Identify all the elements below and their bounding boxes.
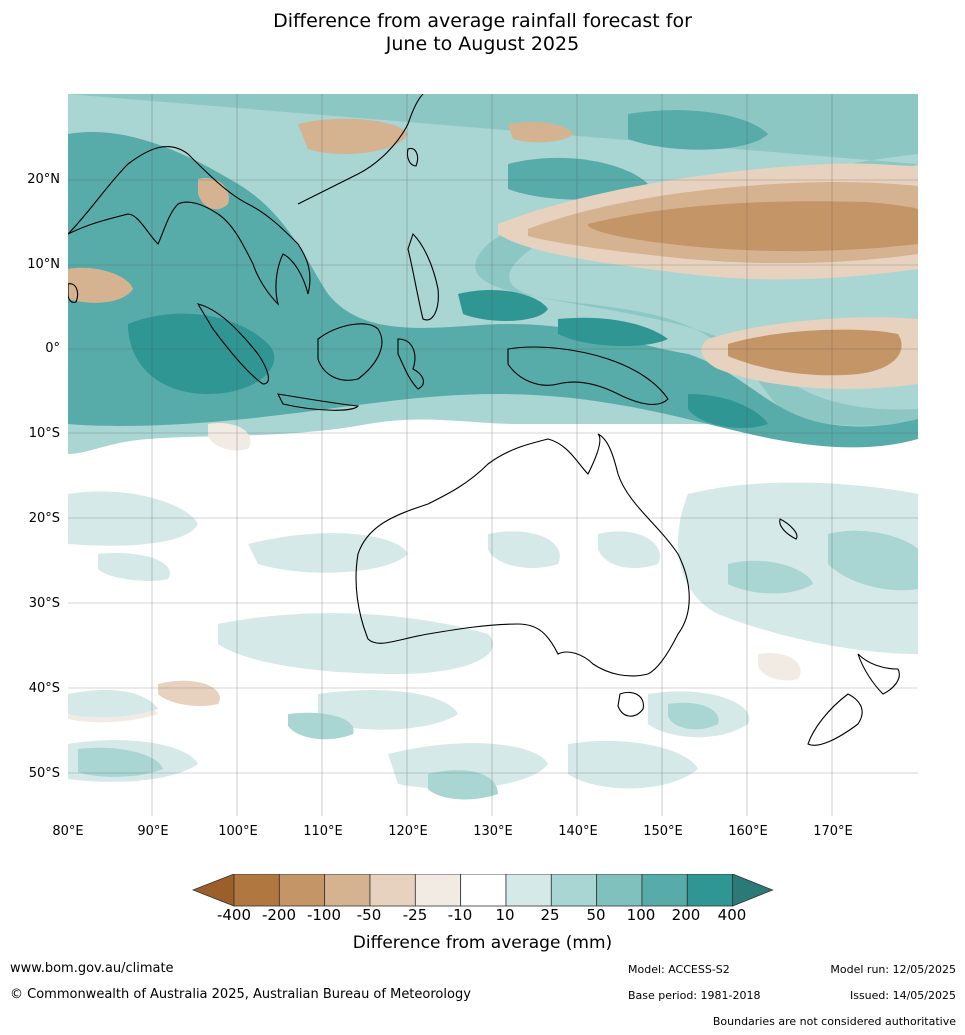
lon-label-170e: 170°E [813,824,853,839]
footer-model-run: Model run: 12/05/2025 [830,963,956,976]
title-line-1: Difference from average rainfall forecas… [273,10,692,32]
lat-label-50s: 50°S [28,766,60,781]
colorbar-tick: -400 [216,906,252,924]
lon-label-90e: 90°E [137,824,169,839]
new-guinea-coastline [507,346,669,405]
colorbar-extend-high [732,874,774,907]
lon-label-150e: 150°E [643,824,683,839]
colorbar-tick: -50 [356,906,382,924]
footer-base-period: Base period: 1981-2018 [628,989,761,1002]
lat-label-30s: 30°S [28,596,60,611]
asia-coastline [68,146,311,306]
lon-label-140e: 140°E [558,824,598,839]
colorbar-segment [596,874,643,907]
china-coastline [297,94,424,205]
lat-label-0: 0° [45,341,60,356]
lat-label-40s: 40°S [28,681,60,696]
java-coastline [277,393,360,411]
footer-url[interactable]: www.bom.gov.au/climate [10,961,174,976]
colorbar-tick: 10 [495,906,515,924]
colorbar-segment [369,874,416,907]
colorbar-tick: 50 [586,906,606,924]
new-zealand-north-coastline [857,653,900,695]
lon-label-80e: 80°E [52,824,84,839]
taiwan-coastline [406,147,419,167]
colorbar-segment [550,874,598,907]
lon-label-130e: 130°E [473,824,513,839]
dry-anomaly-regions [68,118,918,723]
lon-label-120e: 120°E [388,824,428,839]
new-caledonia-coastline [779,518,798,540]
lat-label-10n: 10°N [27,257,60,272]
borneo-coastline [317,323,383,381]
colorbar-tick: -25 [402,906,428,924]
rainfall-map-svg [68,94,918,816]
lon-label-100e: 100°E [218,824,258,839]
colorbar-tick: -200 [261,906,297,924]
sri-lanka-coastline [68,283,79,303]
lat-label-20s: 20°S [28,511,60,526]
philippines-coastline [407,232,439,321]
sulawesi-coastline [397,338,424,390]
lat-label-10s: 10°S [28,426,60,441]
colorbar-segment [686,874,734,907]
colorbar-tick: 100 [626,906,656,924]
colorbar-tick: -10 [447,906,473,924]
colorbar-segment [460,874,507,907]
footer-model: Model: ACCESS-S2 [628,963,730,976]
australia-coastline [355,433,690,677]
colorbar-segment [233,874,280,907]
colorbar [192,874,774,907]
colorbar-tick: 25 [540,906,560,924]
colorbar-tick: 400 [717,906,747,924]
lon-label-110e: 110°E [303,824,343,839]
colorbar-segment [324,874,371,907]
colorbar-tick: -100 [306,906,342,924]
map-title: Difference from average rainfall forecas… [0,10,965,56]
graticule [68,94,918,816]
coastlines [68,94,900,746]
title-line-2: June to August 2025 [385,33,580,55]
sumatra-coastline [196,303,269,385]
colorbar-extend-low [192,874,235,907]
new-zealand-south-coastline [807,693,863,746]
colorbar-segment [414,874,462,907]
footer-copyright: © Commonwealth of Australia 2025, Austra… [10,987,471,1002]
colorbar-segment [641,874,688,907]
rainfall-map [68,94,918,816]
lon-label-160e: 160°E [728,824,768,839]
footer-disclaimer: Boundaries are not considered authoritat… [712,1015,956,1028]
tasmania-coastline [617,691,644,717]
footer-issued: Issued: 14/05/2025 [849,989,956,1002]
colorbar-segment [505,874,552,907]
lat-label-20n: 20°N [27,172,60,187]
colorbar-segment [278,874,326,907]
colorbar-title: Difference from average (mm) [352,933,613,953]
colorbar-tick: 200 [671,906,701,924]
